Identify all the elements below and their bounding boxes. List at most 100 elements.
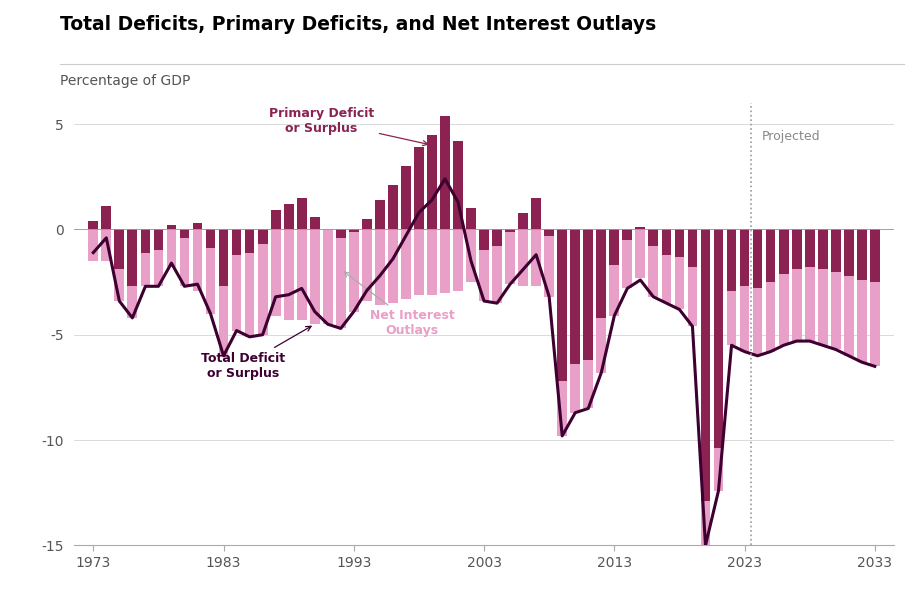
Bar <box>622 240 632 288</box>
Bar <box>167 225 176 230</box>
Bar <box>805 230 814 267</box>
Bar <box>661 255 671 303</box>
Bar <box>701 230 710 501</box>
Bar <box>271 230 280 316</box>
Bar <box>427 135 437 230</box>
Bar <box>675 230 684 257</box>
Bar <box>114 270 124 301</box>
Bar <box>244 253 254 337</box>
Bar <box>180 238 189 286</box>
Bar <box>219 286 229 356</box>
Bar <box>127 230 137 286</box>
Bar <box>401 230 411 299</box>
Bar <box>531 230 541 286</box>
Bar <box>154 250 163 286</box>
Bar <box>688 230 697 267</box>
Bar <box>349 230 359 231</box>
Bar <box>675 257 684 310</box>
Bar <box>427 230 437 295</box>
Bar <box>206 230 216 248</box>
Bar <box>193 223 203 230</box>
Bar <box>727 230 737 290</box>
Bar <box>375 200 384 230</box>
Bar <box>440 116 450 230</box>
Bar <box>544 236 554 297</box>
Bar <box>323 230 333 324</box>
Bar <box>752 288 762 356</box>
Bar <box>336 238 346 328</box>
Bar <box>557 230 567 381</box>
Bar <box>505 230 515 231</box>
Bar <box>792 230 801 270</box>
Bar <box>362 219 372 230</box>
Bar <box>101 230 112 261</box>
Bar <box>467 230 476 282</box>
Bar <box>779 274 788 345</box>
Bar <box>89 230 98 261</box>
Bar <box>857 280 867 362</box>
Bar <box>544 230 554 236</box>
Bar <box>101 206 112 230</box>
Bar <box>219 230 229 286</box>
Bar <box>388 230 397 303</box>
Bar <box>739 286 750 351</box>
Bar <box>297 230 307 320</box>
Bar <box>140 253 150 286</box>
Bar <box>714 230 724 448</box>
Bar <box>284 204 293 230</box>
Bar <box>401 166 411 230</box>
Bar <box>531 198 541 230</box>
Bar <box>844 276 854 356</box>
Bar <box>127 286 137 318</box>
Bar <box>518 213 528 230</box>
Bar <box>779 230 788 274</box>
Bar <box>284 230 293 320</box>
Bar <box>467 208 476 230</box>
Bar <box>688 267 697 326</box>
Bar <box>244 230 254 253</box>
Bar <box>362 230 372 301</box>
Bar <box>167 230 176 267</box>
Bar <box>193 230 203 290</box>
Bar <box>89 221 98 230</box>
Bar <box>831 271 841 350</box>
Bar <box>349 231 359 311</box>
Bar <box>271 210 280 230</box>
Bar <box>258 244 267 335</box>
Bar <box>505 231 515 284</box>
Bar <box>297 198 307 230</box>
Bar <box>818 270 828 345</box>
Text: Primary Deficit
or Surplus: Primary Deficit or Surplus <box>268 107 428 145</box>
Bar <box>584 360 593 408</box>
Bar <box>752 230 762 288</box>
Bar <box>231 255 242 330</box>
Bar <box>140 230 150 253</box>
Bar <box>114 230 124 270</box>
Bar <box>388 185 397 230</box>
Text: Percentage of GDP: Percentage of GDP <box>60 74 190 88</box>
Bar <box>231 230 242 255</box>
Bar <box>765 230 775 282</box>
Text: Net Interest
Outlays: Net Interest Outlays <box>344 272 455 338</box>
Bar <box>453 230 463 290</box>
Bar <box>375 230 384 305</box>
Bar <box>844 230 854 276</box>
Bar <box>635 227 645 230</box>
Bar <box>648 246 658 297</box>
Bar <box>701 501 710 545</box>
Bar <box>609 230 620 265</box>
Bar <box>154 230 163 250</box>
Bar <box>479 250 489 301</box>
Bar <box>648 230 658 246</box>
Text: Total Deficits, Primary Deficits, and Net Interest Outlays: Total Deficits, Primary Deficits, and Ne… <box>60 15 656 34</box>
Bar <box>739 230 750 286</box>
Bar <box>571 230 580 364</box>
Bar <box>622 230 632 240</box>
Bar <box>336 230 346 238</box>
Bar <box>597 318 606 373</box>
Bar <box>609 265 620 316</box>
Bar <box>518 230 528 286</box>
Bar <box>792 270 801 341</box>
Bar <box>414 147 424 230</box>
Bar <box>479 230 489 250</box>
